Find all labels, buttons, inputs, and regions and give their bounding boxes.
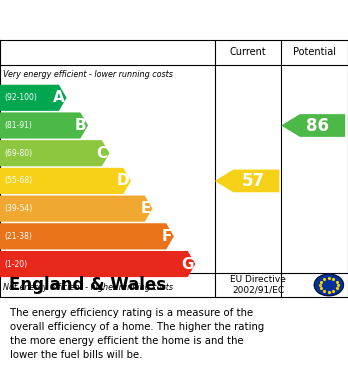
Text: (92-100): (92-100) — [4, 93, 37, 102]
FancyArrow shape — [0, 196, 152, 222]
FancyArrow shape — [0, 251, 195, 277]
Text: A: A — [53, 90, 65, 105]
FancyArrow shape — [0, 168, 131, 194]
FancyArrow shape — [0, 113, 88, 138]
Text: Not energy efficient - higher running costs: Not energy efficient - higher running co… — [3, 283, 174, 292]
Text: (39-54): (39-54) — [4, 204, 32, 213]
Text: Potential: Potential — [293, 47, 336, 57]
Text: (55-68): (55-68) — [4, 176, 32, 185]
FancyArrow shape — [0, 140, 110, 166]
Text: (69-80): (69-80) — [4, 149, 32, 158]
Text: EU Directive
2002/91/EC: EU Directive 2002/91/EC — [230, 275, 286, 295]
Text: Energy Efficiency Rating: Energy Efficiency Rating — [10, 12, 239, 30]
Text: Very energy efficient - lower running costs: Very energy efficient - lower running co… — [3, 70, 173, 79]
Text: G: G — [181, 256, 193, 271]
Text: England & Wales: England & Wales — [9, 276, 166, 294]
Text: Current: Current — [230, 47, 266, 57]
Text: 86: 86 — [307, 117, 330, 135]
FancyArrow shape — [281, 114, 345, 137]
Text: (21-38): (21-38) — [4, 232, 32, 241]
Circle shape — [314, 274, 343, 296]
Text: (1-20): (1-20) — [4, 260, 27, 269]
FancyArrow shape — [0, 85, 66, 111]
Text: 57: 57 — [242, 172, 265, 190]
Text: (81-91): (81-91) — [4, 121, 32, 130]
Text: E: E — [140, 201, 151, 216]
FancyArrow shape — [0, 223, 174, 249]
Text: D: D — [117, 174, 129, 188]
Text: F: F — [162, 229, 172, 244]
Text: B: B — [75, 118, 86, 133]
Text: C: C — [97, 146, 108, 161]
Text: The energy efficiency rating is a measure of the
overall efficiency of a home. T: The energy efficiency rating is a measur… — [10, 308, 265, 361]
FancyArrow shape — [215, 170, 279, 192]
